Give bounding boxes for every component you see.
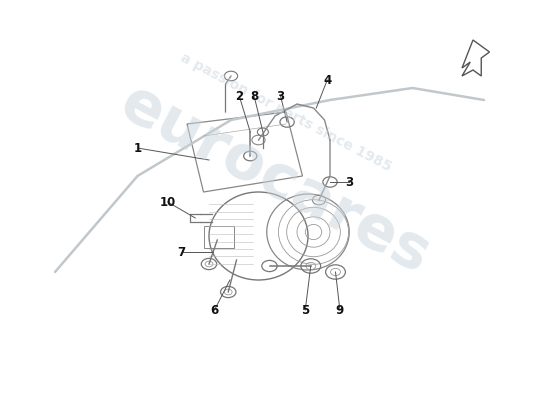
Text: 3: 3: [345, 176, 353, 188]
Text: 4: 4: [323, 74, 331, 86]
Text: 1: 1: [134, 142, 141, 154]
Text: a passion for parts since 1985: a passion for parts since 1985: [178, 50, 394, 174]
Text: 10: 10: [160, 196, 176, 208]
Text: 2: 2: [235, 90, 243, 102]
Text: 5: 5: [301, 304, 309, 316]
Text: 3: 3: [277, 90, 284, 102]
Text: 6: 6: [210, 304, 219, 316]
Text: 7: 7: [178, 246, 185, 258]
Text: 9: 9: [336, 304, 344, 316]
Text: 8: 8: [250, 90, 258, 102]
Text: eurocares: eurocares: [110, 74, 440, 286]
